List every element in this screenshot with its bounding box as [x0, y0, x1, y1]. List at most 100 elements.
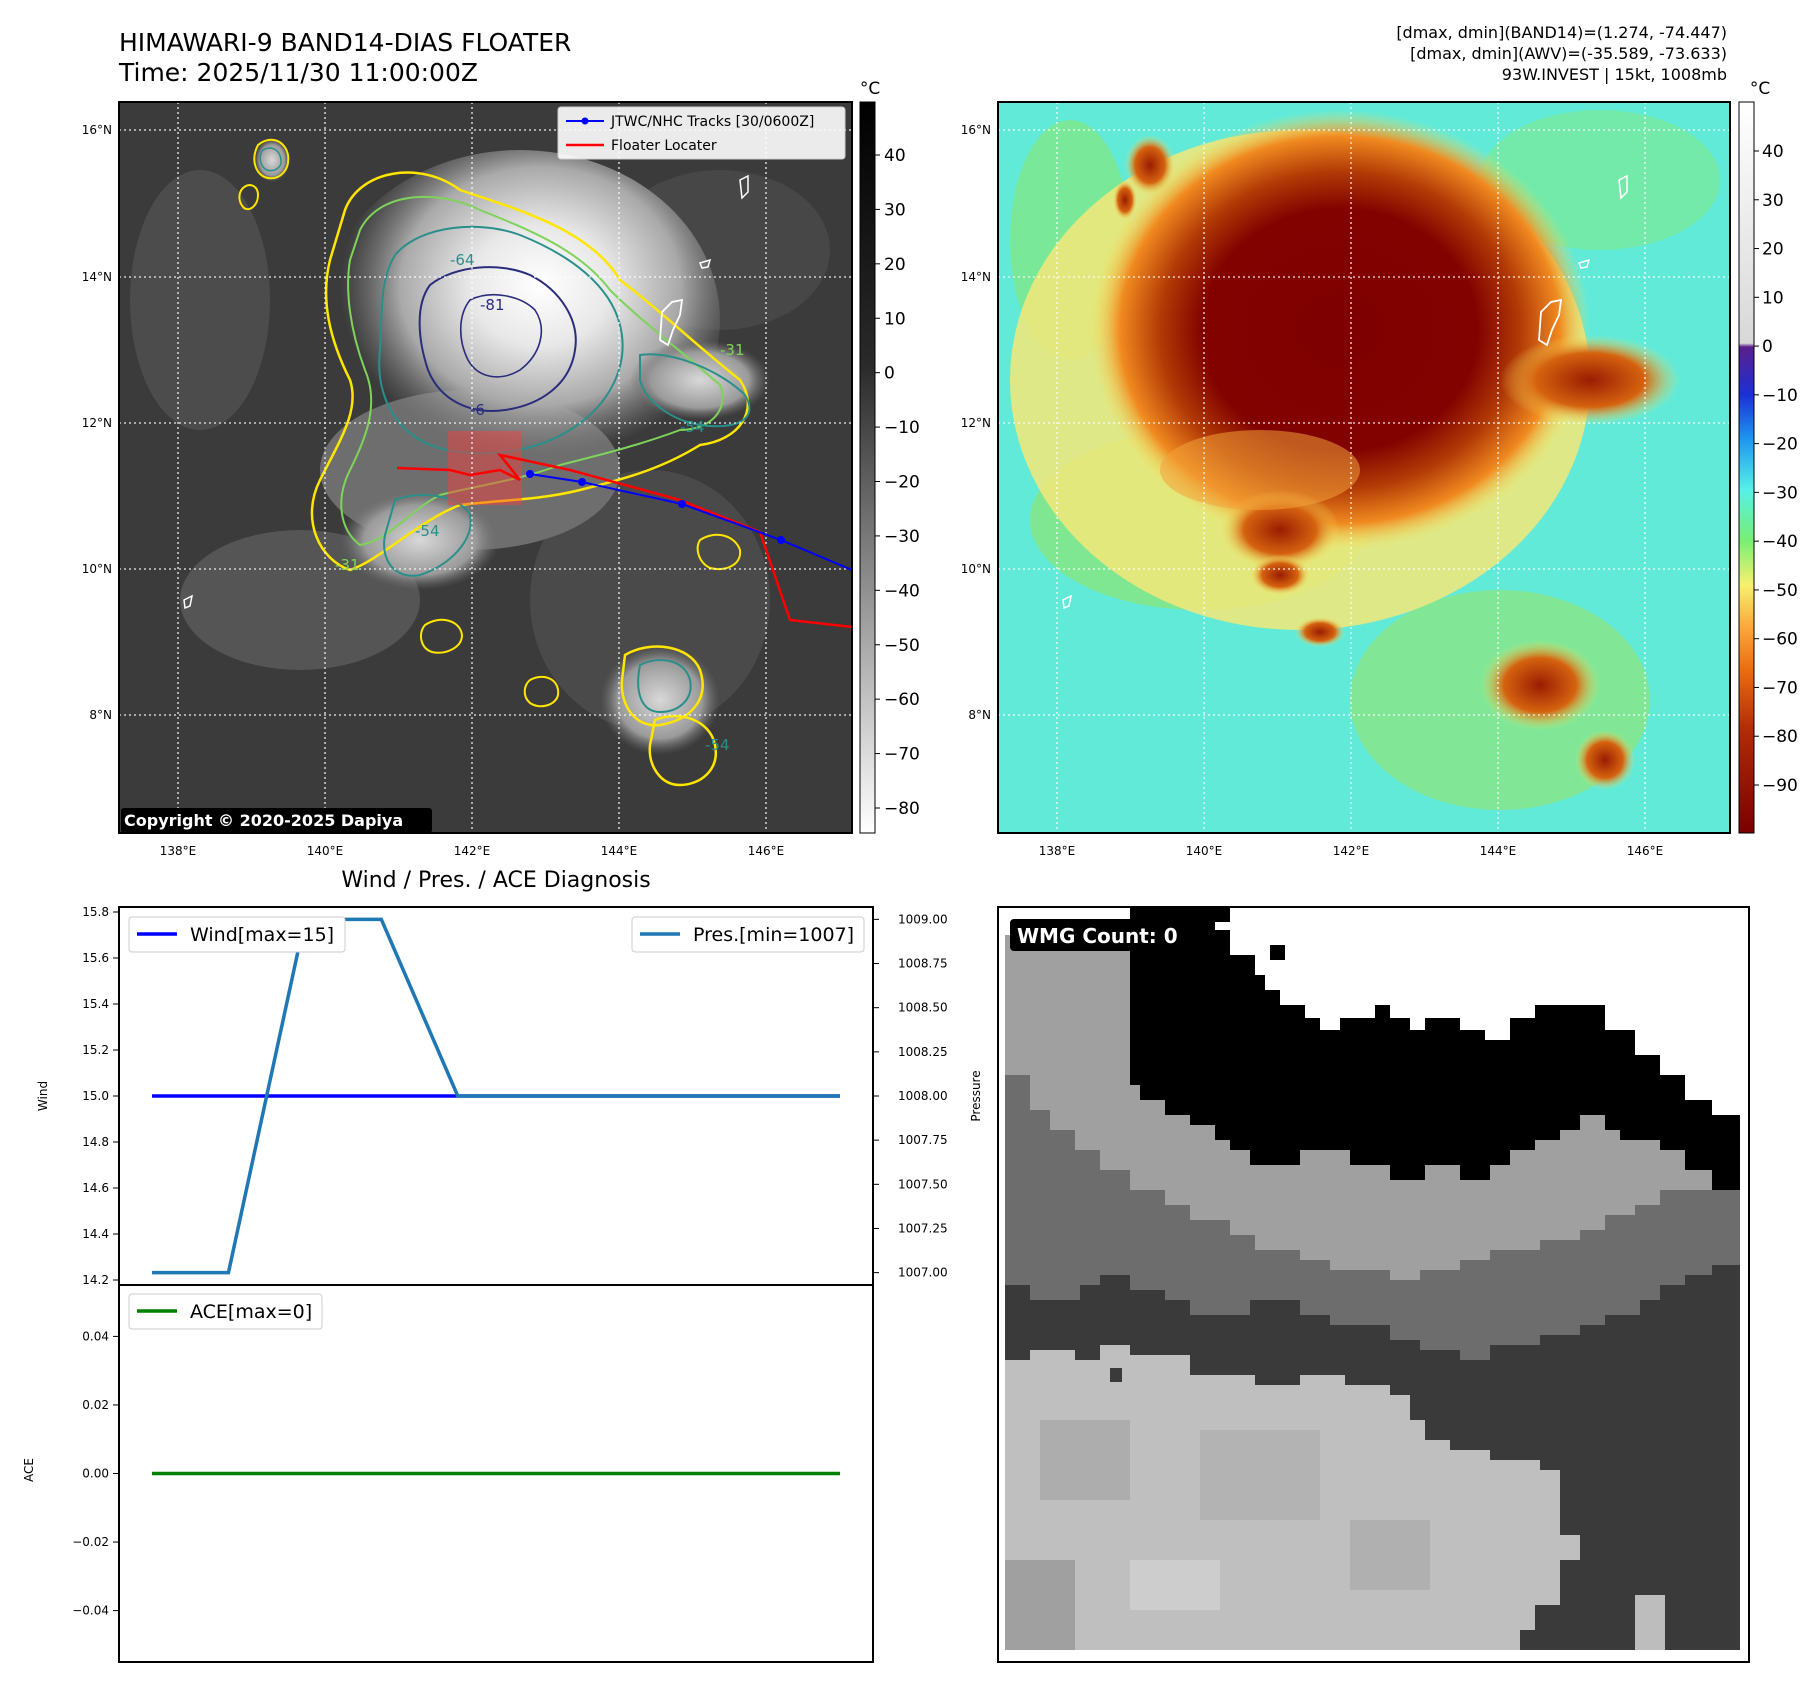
legend-floater-locater: Floater Locater	[611, 138, 717, 154]
lat-tick: 10°N	[961, 562, 991, 576]
lat-tick: 16°N	[82, 123, 112, 137]
legend-pressure: Pres.[min=1007]	[693, 924, 854, 946]
left-map-lat-ticks: 16°N 14°N 12°N 10°N 8°N	[82, 123, 112, 722]
colorbar-tick: −60	[1762, 630, 1798, 650]
lon-tick: 146°E	[1627, 844, 1664, 858]
diagnosis-title: Wind / Pres. / ACE Diagnosis	[341, 868, 650, 893]
wind-pressure-chart: Wind 15.8 15.6 15.4 15.2 15.0 14.8 14.6 14.4 14.…	[36, 905, 948, 1287]
awv-colorbar: °C 40 30 20 10 0 −10 −20 −30 −40 −50 −60 −70 −80 −90	[1738, 79, 1798, 834]
contour-label: -64	[450, 251, 475, 269]
lat-tick: 10°N	[82, 562, 112, 576]
lon-tick: 144°E	[601, 844, 638, 858]
ace-axis-label: ACE	[22, 1458, 36, 1482]
colorbar-tick: 20	[1762, 240, 1784, 260]
colorbar-tick: 40	[1762, 142, 1784, 162]
colorbar-tick: 10	[1762, 288, 1784, 308]
pressure-tick: 1009.00	[898, 912, 948, 926]
colorbar-tick: −50	[1762, 581, 1798, 601]
contour-label: -54	[705, 736, 730, 754]
colorbar-tick: −10	[1762, 386, 1798, 406]
contour-label: -31	[335, 556, 360, 574]
colorbar-tick: 30	[1762, 191, 1784, 211]
right-map-lat-ticks: 16°N 14°N 12°N 10°N 8°N	[961, 123, 991, 722]
wind-tick: 15.0	[82, 1089, 109, 1103]
wind-tick: 15.4	[82, 997, 109, 1011]
ace-legend: ACE[max=0]	[128, 1293, 323, 1330]
pressure-legend: Pres.[min=1007]	[631, 916, 865, 953]
info-awv-range: [dmax, dmin](AWV)=(-35.589, -73.633)	[1410, 44, 1727, 63]
contour-label: -54	[415, 522, 440, 540]
colorbar-tick: −80	[1762, 727, 1798, 747]
lat-tick: 8°N	[968, 708, 991, 722]
right-map-lon-ticks: 138°E 140°E 142°E 144°E 146°E	[1039, 844, 1664, 858]
wind-tick: 14.8	[82, 1135, 109, 1149]
lat-tick: 14°N	[82, 270, 112, 284]
lon-tick: 146°E	[748, 844, 785, 858]
map-legend: JTWC/NHC Tracks [30/0600Z] Floater Locat…	[557, 106, 846, 160]
pressure-tick: 1008.25	[898, 1045, 948, 1059]
band14-map: -81 -64 -31 -54 -6 -54 -31 -54 JTWC/NHC …	[119, 102, 852, 833]
copyright-label: Copyright © 2020-2025 Dapiya	[124, 811, 403, 830]
colorbar-tick: 0	[1762, 337, 1773, 357]
colorbar-tick: −40	[884, 581, 920, 601]
contour-label: -54	[680, 418, 705, 436]
ace-tick: 0.02	[82, 1398, 109, 1412]
wind-tick: 14.2	[82, 1273, 109, 1287]
contour-label: -6	[470, 401, 485, 419]
info-band14-range: [dmax, dmin](BAND14)=(1.274, -74.447)	[1396, 23, 1727, 42]
wind-axis-label: Wind	[36, 1081, 50, 1111]
wmg-count-label: WMG Count: 0	[1017, 924, 1178, 948]
wind-tick: 14.6	[82, 1181, 109, 1195]
figure-title: HIMAWARI-9 BAND14-DIAS FLOATER	[119, 28, 571, 57]
colorbar-tick: 20	[884, 255, 906, 275]
pressure-tick: 1008.00	[898, 1089, 948, 1103]
lon-tick: 140°E	[307, 844, 344, 858]
pressure-tick: 1007.75	[898, 1133, 948, 1147]
colorbar-tick: −80	[884, 799, 920, 819]
colorbar-tick: −50	[884, 636, 920, 656]
lat-tick: 12°N	[82, 416, 112, 430]
lon-tick: 142°E	[1333, 844, 1370, 858]
contour-label: -31	[720, 341, 745, 359]
band14-colorbar: °C 40 30 20 10 0 −10 −20 −30 −40 −50 −60 −70 −80	[859, 79, 920, 834]
pressure-tick: 1008.50	[898, 1001, 948, 1015]
legend-wind: Wind[max=15]	[190, 924, 334, 946]
wmg-panel: WMG Count: 0 Pressure	[969, 906, 1750, 1663]
lat-tick: 12°N	[961, 416, 991, 430]
left-map-lon-ticks: 138°E 140°E 142°E 144°E 146°E	[160, 844, 785, 858]
contour-label: -81	[480, 296, 505, 314]
colorbar-tick: −60	[884, 690, 920, 710]
ace-chart: ACE 0.04 0.02 0.00 −0.02 −0.04 ACE[max=0]	[22, 1284, 874, 1663]
figure-time: Time: 2025/11/30 11:00:00Z	[118, 58, 478, 87]
colorbar-tick: −70	[884, 745, 920, 765]
awv-map	[998, 102, 1730, 833]
ace-tick: 0.00	[82, 1467, 109, 1481]
colorbar-tick: −40	[1762, 532, 1798, 552]
lon-tick: 144°E	[1480, 844, 1517, 858]
colorbar-tick: 0	[884, 364, 895, 384]
lat-tick: 8°N	[89, 708, 112, 722]
legend-jtwc-tracks: JTWC/NHC Tracks [30/0600Z]	[610, 114, 814, 130]
pressure-axis-label: Pressure	[969, 1070, 983, 1121]
pressure-tick: 1007.00	[898, 1266, 948, 1280]
lon-tick: 138°E	[160, 844, 197, 858]
ace-tick: 0.04	[82, 1329, 109, 1343]
colorbar-tick: −30	[884, 527, 920, 547]
colorbar-unit: °C	[860, 79, 880, 99]
colorbar-tick: −20	[1762, 435, 1798, 455]
lat-tick: 14°N	[961, 270, 991, 284]
colorbar-tick: 30	[884, 200, 906, 220]
ace-tick: −0.04	[72, 1604, 109, 1618]
pressure-tick: 1007.50	[898, 1177, 948, 1191]
lon-tick: 142°E	[454, 844, 491, 858]
colorbar-unit: °C	[1750, 79, 1770, 99]
pressure-tick: 1008.75	[898, 957, 948, 971]
wind-tick: 14.4	[82, 1227, 109, 1241]
colorbar-tick: −70	[1762, 678, 1798, 698]
wind-tick: 15.8	[82, 905, 109, 919]
lon-tick: 140°E	[1186, 844, 1223, 858]
wmg-pixel-field	[1005, 907, 1740, 1650]
wind-legend: Wind[max=15]	[128, 916, 346, 953]
pressure-tick: 1007.25	[898, 1221, 948, 1235]
